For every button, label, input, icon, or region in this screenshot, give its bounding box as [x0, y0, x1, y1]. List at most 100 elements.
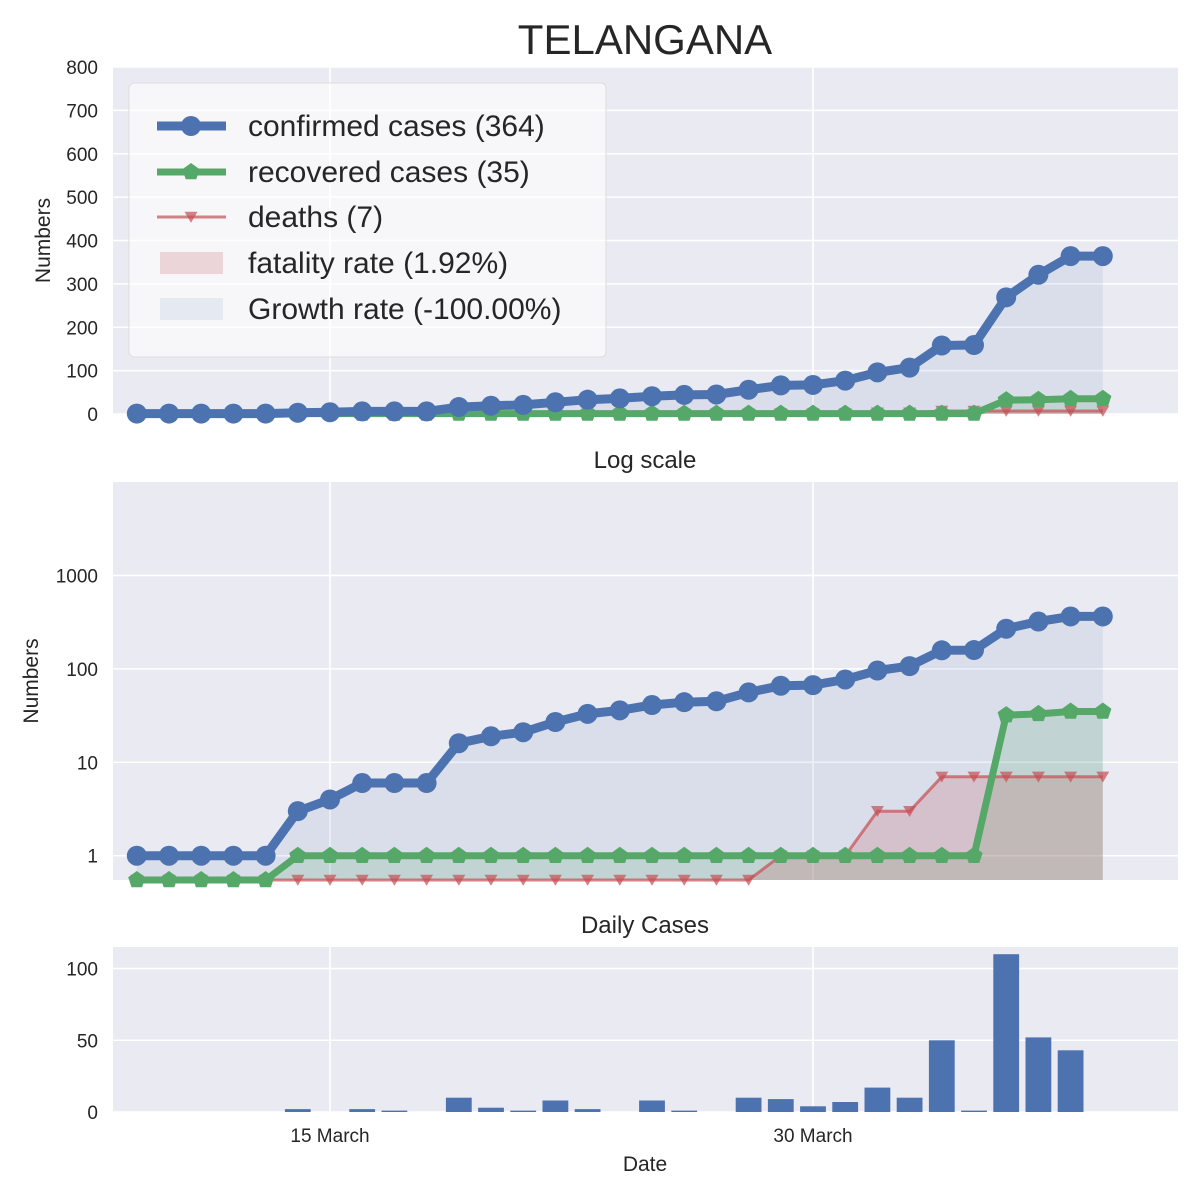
log-confirmed-area	[136, 616, 1103, 880]
linear-confirmed-point	[352, 401, 373, 422]
log-recovered-point	[740, 846, 758, 863]
log-recovered-point	[579, 846, 597, 863]
log-confirmed-point	[126, 845, 147, 866]
log-deaths-point	[1096, 771, 1110, 783]
daily-bar	[864, 1087, 891, 1112]
log-deaths-point	[420, 874, 434, 886]
log-recovered-point	[611, 846, 629, 863]
y-tick-label: 0	[87, 405, 98, 426]
log-confirmed-point	[996, 618, 1017, 639]
linear-confirmed-point	[1028, 264, 1049, 285]
legend-box	[128, 82, 607, 358]
log-recovered-point	[1029, 704, 1047, 722]
y-tick-label: 10	[77, 753, 98, 774]
log-confirmed-point	[770, 675, 791, 696]
log-confirmed-point	[513, 722, 534, 743]
log-confirmed-point	[1028, 611, 1049, 632]
daily-bar	[1057, 1050, 1084, 1112]
linear-recovered-point	[740, 404, 758, 421]
linear-confirmed-point	[642, 386, 662, 407]
y-tick-label: 700	[66, 101, 98, 122]
log-recovered-point	[965, 846, 983, 863]
linear-deaths-point	[1096, 405, 1110, 417]
linear-confirmed-point	[1092, 246, 1113, 267]
daily-bar	[993, 954, 1020, 1112]
linear-deaths-point	[1064, 405, 1078, 417]
daily-bar	[832, 1102, 859, 1112]
chart-title: TELANGANA	[518, 16, 772, 63]
log-confirmed-point	[416, 773, 437, 794]
log-deaths-point	[742, 874, 756, 886]
legend-label: deaths (7)	[248, 201, 383, 234]
linear-deaths-point	[999, 405, 1013, 417]
log-deaths-point	[323, 874, 337, 886]
log-recovered-point	[1094, 702, 1112, 719]
log-deaths-point	[709, 874, 723, 886]
daily-bar	[639, 1100, 665, 1112]
linear-confirmed-point	[609, 388, 630, 409]
linear-recovered-point	[901, 404, 919, 421]
daily-bar	[542, 1100, 569, 1112]
legend-label: Growth rate (-100.00%)	[248, 293, 561, 326]
legend-fatality-swatch	[160, 252, 223, 274]
daily-bar	[381, 1110, 408, 1112]
log-deaths-point	[1031, 771, 1045, 783]
log-confirmed-point	[545, 712, 566, 733]
log-recovered-point	[192, 871, 210, 888]
log-confirmed-point	[223, 845, 244, 866]
log-confirmed-point	[352, 773, 373, 794]
linear-confirmed-point	[287, 402, 308, 423]
linear-recovered-point	[707, 404, 725, 421]
log-deaths-point	[677, 874, 691, 886]
log-confirmed-point	[835, 669, 856, 690]
linear-recovered-point	[772, 404, 790, 421]
log-recovered-point	[804, 846, 822, 863]
log-deaths-point	[999, 771, 1013, 783]
linear-recovered-point	[933, 404, 951, 421]
log-recovered-point	[160, 871, 178, 888]
linear-confirmed-point	[577, 389, 598, 410]
linear-recovered-point	[804, 404, 822, 421]
log-confirmed-point	[867, 660, 888, 681]
linear-confirmed-point	[835, 370, 856, 391]
y-tick-label: 1	[87, 847, 98, 868]
linear-confirmed-point	[770, 375, 791, 396]
log-recovered-point	[1062, 702, 1080, 719]
log-confirmed-point	[964, 640, 984, 661]
linear-confirmed-point	[126, 403, 147, 424]
log-confirmed-point	[191, 845, 212, 866]
log-deaths-point	[870, 805, 884, 818]
log-deaths-point	[581, 874, 595, 886]
log-deaths-point	[645, 874, 659, 886]
log-recovered-point	[385, 846, 403, 863]
log-confirmed-point	[1060, 606, 1081, 627]
x-tick-label: 30 March	[773, 1126, 852, 1147]
log-confirmed-point	[577, 703, 598, 724]
log-recovered-point	[289, 846, 307, 863]
x-axis-label: Date	[623, 1153, 667, 1176]
log-recovered-point	[901, 846, 919, 863]
linear-confirmed-point	[448, 397, 469, 418]
linear-confirmed-point	[191, 403, 212, 424]
log-recovered-point	[353, 846, 371, 863]
linear-confirmed-point	[867, 362, 888, 383]
linear-confirmed-point	[996, 287, 1017, 308]
y-axis-label: Numbers	[32, 198, 55, 283]
legend-recovered-marker	[182, 163, 200, 180]
log-deaths-point	[548, 874, 562, 886]
log-recovered-point	[836, 846, 854, 863]
y-tick-label: 100	[66, 660, 98, 681]
y-tick-label: 0	[87, 1103, 98, 1124]
log-confirmed-point	[384, 773, 405, 794]
daily-bar	[574, 1109, 601, 1112]
daily-bar	[735, 1097, 762, 1112]
y-tick-label: 50	[77, 1031, 98, 1052]
linear-confirmed-point	[674, 384, 695, 405]
linear-confirmed-point	[416, 401, 437, 422]
log-deaths-point	[967, 771, 981, 783]
log-panel-title: Log scale	[594, 447, 697, 474]
log-confirmed-point	[609, 700, 630, 721]
log-recovered-point	[643, 846, 661, 863]
log-recovered-point	[868, 846, 886, 863]
